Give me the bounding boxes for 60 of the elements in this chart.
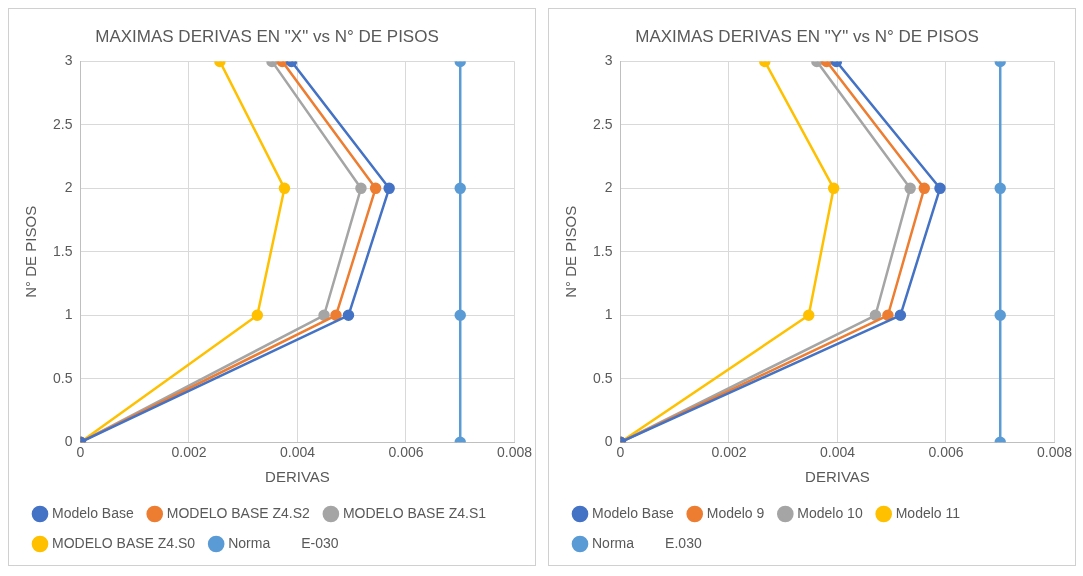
x-tick-label: 0: [76, 444, 85, 461]
point: [369, 182, 382, 195]
point: [882, 309, 894, 322]
y-tick-label: 1.5: [592, 242, 613, 259]
y-tick-label: 0.5: [592, 369, 613, 386]
x-tick-label: 0: [616, 444, 625, 461]
legend-label: Modelo 11: [895, 504, 961, 521]
legend-label: MODELO BASE Z4.S2: [166, 504, 311, 521]
y-tick-label: 0.5: [52, 369, 73, 386]
legend-label: Modelo Base: [592, 504, 674, 521]
point: [342, 309, 355, 322]
point: [802, 309, 815, 322]
y-tick-label: 1: [64, 306, 73, 323]
x-axis-title: DERIVAS: [805, 468, 870, 486]
x-tick-label: 0.002: [171, 444, 207, 461]
y-tick-label: 0: [604, 433, 613, 450]
point: [918, 182, 931, 195]
point: [355, 182, 367, 195]
point: [251, 309, 264, 322]
point: [894, 309, 907, 322]
legend-label: Modelo 10: [797, 504, 863, 521]
chart-title: MAXIMAS DERIVAS EN "Y" vs N° DE PISOS: [635, 26, 979, 46]
x-axis-title: DERIVAS: [265, 468, 330, 486]
x-tick-label: 0.002: [711, 444, 747, 461]
point: [827, 182, 840, 195]
chart-title: MAXIMAS DERIVAS EN "X" vs N° DE PISOS: [95, 26, 439, 46]
point: [330, 309, 342, 322]
y-tick-label: 1: [604, 306, 613, 323]
legend-label: Modelo 9: [706, 504, 765, 521]
x-tick-label: 0.004: [819, 444, 856, 461]
y-axis-title: N° DE PISOS: [22, 205, 40, 298]
point: [994, 309, 1006, 322]
point: [318, 309, 330, 322]
legend-label: Norma E-030: [228, 534, 339, 551]
y-tick-label: 2.5: [592, 115, 613, 132]
y-tick-label: 2.5: [52, 115, 73, 132]
point: [934, 182, 946, 195]
x-tick-label: 0.008: [496, 444, 533, 461]
y-tick-label: 2: [604, 179, 613, 196]
point: [454, 309, 466, 322]
x-tick-label: 0.006: [388, 444, 424, 461]
y-tick-label: 3: [64, 52, 73, 69]
point: [904, 182, 916, 195]
legend-label: Modelo Base: [52, 504, 134, 521]
point: [454, 182, 466, 195]
point: [994, 182, 1006, 195]
y-axis-title: N° DE PISOS: [562, 205, 580, 298]
legend-label: Norma E.030: [592, 534, 702, 551]
point: [383, 182, 395, 195]
point: [869, 309, 882, 322]
y-tick-label: 1.5: [52, 242, 73, 259]
x-tick-label: 0.004: [279, 444, 316, 461]
y-tick-label: 3: [604, 52, 613, 69]
y-tick-label: 2: [64, 179, 73, 196]
point: [278, 182, 291, 195]
y-tick-label: 0: [64, 433, 73, 450]
x-tick-label: 0.008: [1036, 444, 1073, 461]
x-tick-label: 0.006: [928, 444, 964, 461]
legend-label: MODELO BASE Z4.S0: [52, 534, 196, 551]
legend-label: MODELO BASE Z4.S1: [342, 504, 487, 521]
